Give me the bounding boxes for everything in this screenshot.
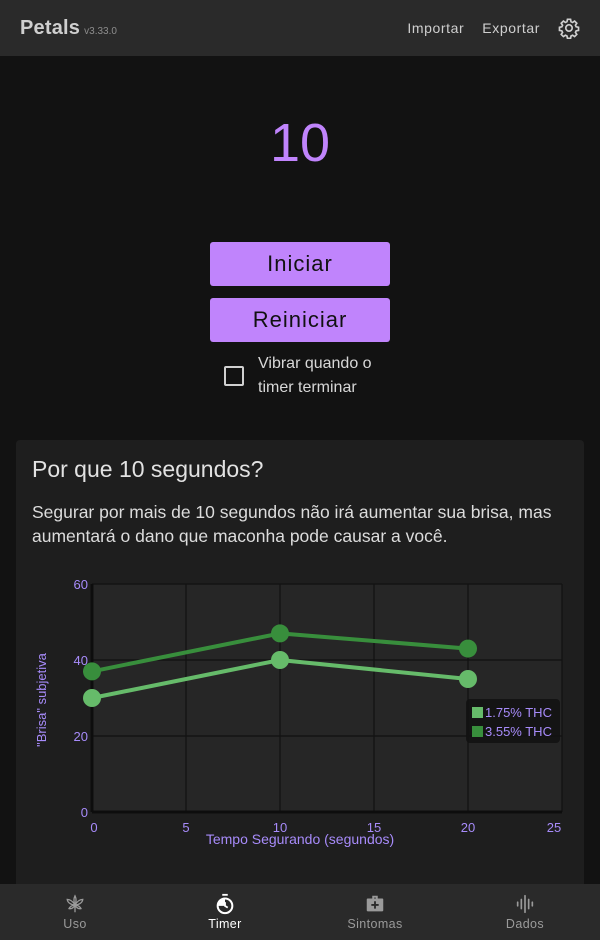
- y-tick-label: 20: [74, 729, 88, 744]
- x-tick-label: 20: [461, 820, 475, 835]
- cannabis-leaf-icon: [66, 894, 84, 913]
- chart: 0 5 10 15 20 25 0 20 40 60 Tempo Segurando (segun…: [34, 577, 563, 847]
- legend-swatch: [472, 707, 483, 718]
- export-button[interactable]: Exportar: [482, 20, 540, 36]
- info-body: Segurar por mais de 10 segundos não irá …: [32, 502, 552, 546]
- x-tick-label: 10: [273, 820, 287, 835]
- start-button[interactable]: Iniciar: [210, 242, 390, 286]
- app-brand: Petals v3.33.0: [20, 17, 117, 40]
- data-point: [459, 670, 477, 688]
- app-version: v3.33.0: [84, 25, 117, 37]
- legend-swatch: [472, 726, 483, 737]
- x-tick-label: 25: [547, 820, 561, 835]
- nav-label: Dados: [505, 917, 545, 931]
- plot-background: [92, 584, 562, 812]
- y-axis-label: "Brisa" subjetiva: [34, 652, 49, 747]
- data-point: [459, 639, 477, 658]
- nav-label: Uso: [63, 917, 87, 931]
- y-tick-label: 0: [81, 805, 88, 820]
- import-button[interactable]: Importar: [407, 20, 465, 36]
- info-card: Por que 10 segundos? Segurar por mais de…: [16, 440, 584, 900]
- legend: 1.75% THC 3.55% THC: [466, 699, 560, 743]
- nav-sintomas[interactable]: Sintomas: [300, 884, 450, 940]
- data-point: [83, 662, 101, 681]
- legend-background: [466, 699, 560, 743]
- settings-gear-icon[interactable]: [558, 17, 580, 39]
- info-title: Por que 10 segundos?: [32, 456, 264, 482]
- vibrate-option[interactable]: Vibrar quando o timer terminar: [224, 352, 398, 400]
- nav-label: Sintomas: [347, 917, 403, 931]
- timer-icon: [216, 893, 234, 915]
- reset-button[interactable]: Reiniciar: [210, 298, 390, 342]
- medical-kit-icon: [366, 895, 384, 912]
- app-title: Petals: [20, 16, 81, 39]
- x-tick-label: 15: [367, 820, 381, 835]
- timer-display: 10: [269, 113, 331, 173]
- y-tick-label: 40: [74, 653, 88, 668]
- legend-label: 3.55% THC: [485, 724, 552, 739]
- waveform-icon: [516, 894, 534, 914]
- nav-label: Timer: [208, 917, 242, 931]
- data-point: [271, 651, 289, 669]
- x-tick-label: 0: [90, 820, 97, 835]
- bottom-navigation: Uso Timer Sintomas Dados: [0, 884, 600, 940]
- top-app-bar: Petals v3.33.0 Importar Exportar: [0, 0, 600, 56]
- nav-timer[interactable]: Timer: [150, 884, 300, 940]
- vibrate-label: Vibrar quando o timer terminar: [258, 355, 372, 396]
- vibrate-checkbox[interactable]: [224, 366, 244, 386]
- x-axis-label: Tempo Segurando (segundos): [206, 831, 394, 847]
- nav-dados[interactable]: Dados: [450, 884, 600, 940]
- legend-label: 1.75% THC: [485, 705, 552, 720]
- data-point: [271, 624, 289, 643]
- nav-uso[interactable]: Uso: [0, 884, 150, 940]
- data-point: [83, 689, 101, 707]
- y-tick-label: 60: [74, 577, 88, 592]
- x-tick-label: 5: [182, 820, 189, 835]
